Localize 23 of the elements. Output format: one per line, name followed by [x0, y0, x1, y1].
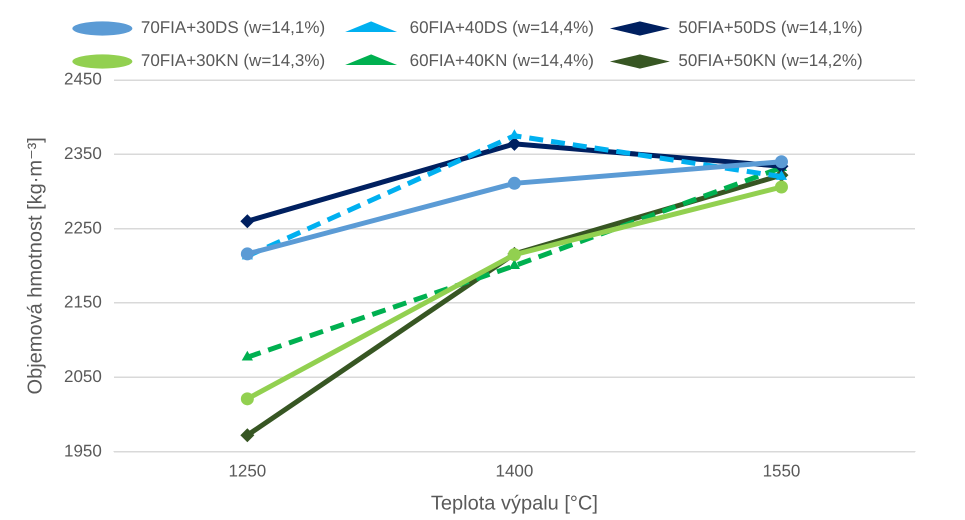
- point: [240, 214, 254, 228]
- legend-label: 70FIA+30KN (w=14,3%): [140, 51, 326, 70]
- point: [508, 176, 521, 190]
- y-tick-label: 2250: [64, 218, 102, 238]
- x-axis-title: Teplota výpalu [°C]: [430, 492, 598, 515]
- legend-label: 70FIA+30DS (w=14,1%): [140, 18, 326, 38]
- x-tick-label: 1250: [228, 461, 266, 480]
- y-tick-label: 2050: [64, 366, 102, 386]
- point: [774, 180, 788, 194]
- legend-label: 60FIA+40DS (w=14,4%): [410, 18, 594, 38]
- point: [240, 392, 254, 406]
- point: [240, 247, 254, 260]
- y-tick-label: 2450: [64, 70, 102, 89]
- x-tick-label: 1400: [495, 461, 534, 480]
- y-axis-title: Objemová hmotnost [kg·m⁻³]: [24, 137, 47, 394]
- legend-label: 50FIA+50DS (w=14,1%): [678, 18, 863, 38]
- legend-label: 60FIA+40KN (w=14,4%): [410, 51, 594, 70]
- y-tick-label: 2350: [64, 144, 102, 164]
- x-tick-label: 1550: [762, 461, 800, 480]
- y-tick-label: 1950: [64, 441, 102, 460]
- legend-label: 50FIA+50KN (w=14,2%): [678, 51, 863, 70]
- point: [240, 428, 254, 442]
- y-tick-label: 2150: [64, 292, 102, 312]
